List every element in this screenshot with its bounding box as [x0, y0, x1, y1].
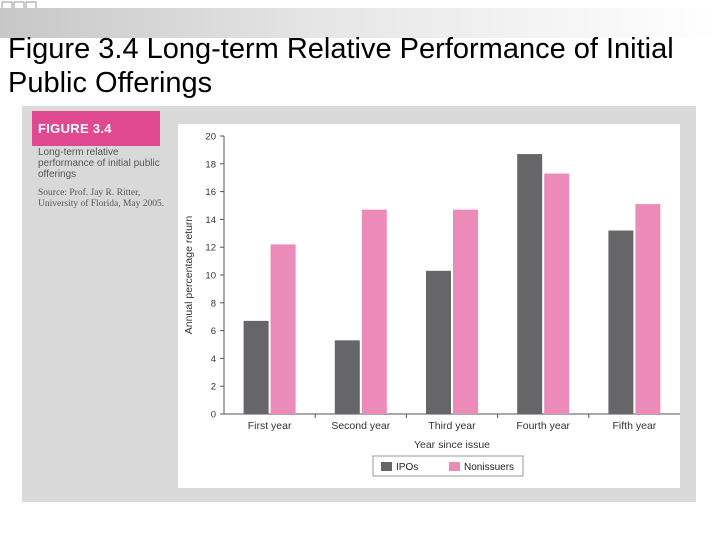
figure-caption: Long-term relative performance of initia… [38, 147, 160, 180]
bar-ipos [608, 230, 634, 414]
y-tick-label: 14 [205, 215, 216, 226]
legend-swatch [381, 462, 392, 471]
bar-nonissuers [544, 173, 570, 414]
x-category-label: Fourth year [516, 420, 570, 432]
bar-ipos [334, 340, 360, 414]
legend-swatch [449, 462, 460, 471]
y-tick-label: 16 [205, 187, 216, 198]
legend-box [372, 455, 524, 477]
y-tick-label: 4 [211, 354, 216, 365]
bar-nonissuers [635, 204, 661, 414]
x-category-label: Fifth year [613, 420, 657, 432]
bar-ipos [426, 270, 451, 414]
bar-nonissuers [453, 209, 478, 414]
legend-label: Nonissuers [464, 462, 514, 473]
y-tick-label: 18 [205, 159, 216, 170]
legend-label: IPOs [396, 462, 418, 473]
x-category-label: Third year [428, 420, 476, 432]
chart-area: 0 2 4 6 8 10 12 14 16 18 20 Annual percentage retur… [178, 124, 680, 488]
y-tick-label: 6 [211, 326, 216, 337]
x-category-label: Second year [331, 420, 390, 432]
y-tick-label: 10 [205, 271, 216, 282]
figure-label-block [32, 111, 160, 146]
bar-ipos [517, 154, 543, 414]
y-axis-title: Annual percentage return [183, 216, 195, 335]
y-tick-label: 0 [211, 410, 216, 421]
bar-chart: 0 2 4 6 8 10 12 14 16 18 20 Annual percentage retur… [183, 132, 680, 477]
y-tick-label: 20 [205, 132, 216, 143]
figure-source: Source: Prof. Jay R. Ritter, University … [38, 188, 165, 209]
bar-nonissuers [361, 209, 387, 414]
y-tick-label: 8 [211, 298, 216, 309]
title-band [0, 8, 720, 38]
x-category-label: First year [248, 420, 292, 432]
figure-label: FIGURE 3.4 [38, 121, 112, 136]
bar-ipos [243, 320, 269, 414]
x-axis-title: Year since issue [414, 439, 490, 451]
y-tick-label: 2 [211, 382, 216, 393]
y-tick-label: 12 [205, 243, 216, 254]
slide-title: Figure 3.4 Long-term Relative Performanc… [8, 33, 674, 99]
bar-nonissuers [270, 244, 296, 414]
